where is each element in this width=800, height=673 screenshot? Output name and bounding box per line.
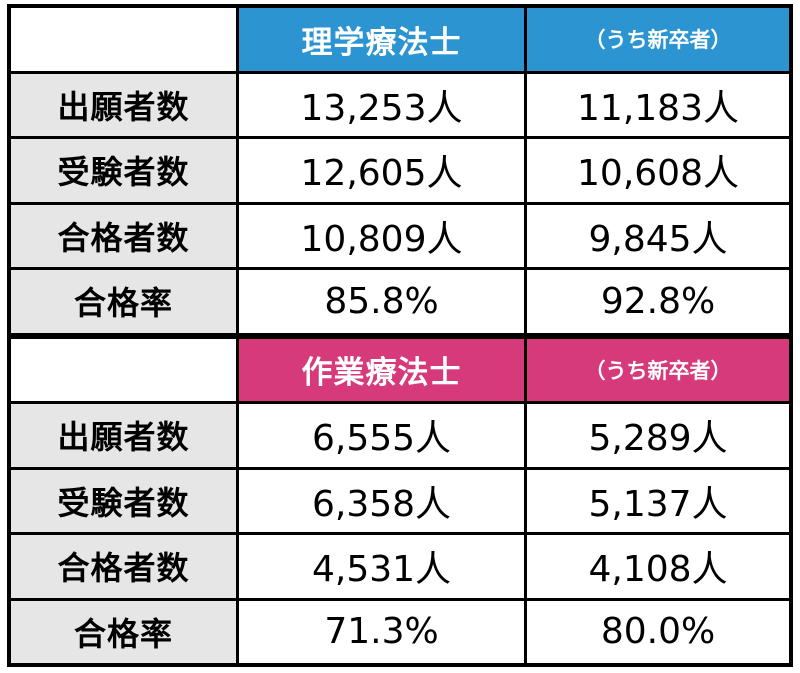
header-corner-cell <box>11 8 239 74</box>
row-label: 出願者数 <box>11 404 239 470</box>
total-value: 12,605人 <box>239 139 527 205</box>
new-grad-value: 5,137人 <box>527 469 789 536</box>
section-header-row: 作業療法士 （うち新卒者） <box>11 338 789 405</box>
table-row: 合格者数 10,809人 9,845人 <box>11 204 789 270</box>
row-label: 受験者数 <box>11 139 239 205</box>
new-grad-value: 5,289人 <box>527 404 789 470</box>
section-header-row: 理学療法士 （うち新卒者） <box>11 8 789 74</box>
section-subtitle: （うち新卒者） <box>527 8 789 74</box>
new-grad-value: 11,183人 <box>527 73 789 139</box>
section-title: 理学療法士 <box>239 8 527 74</box>
section-title: 作業療法士 <box>239 338 527 405</box>
total-value: 71.3% <box>239 600 527 663</box>
total-value: 6,555人 <box>239 404 527 470</box>
total-value: 6,358人 <box>239 469 527 536</box>
table-row: 受験者数 12,605人 10,608人 <box>11 139 789 205</box>
row-label: 合格率 <box>11 270 239 339</box>
table-row: 出願者数 6,555人 5,289人 <box>11 404 789 470</box>
table-row: 合格率 71.3% 80.0% <box>11 600 789 663</box>
row-label: 合格率 <box>11 600 239 663</box>
new-grad-value: 10,608人 <box>527 139 789 205</box>
row-label: 出願者数 <box>11 73 239 139</box>
total-value: 4,531人 <box>239 535 527 601</box>
new-grad-value: 92.8% <box>527 270 789 339</box>
total-value: 13,253人 <box>239 73 527 139</box>
total-value: 85.8% <box>239 270 527 339</box>
row-label: 合格者数 <box>11 535 239 601</box>
table-row: 受験者数 6,358人 5,137人 <box>11 469 789 536</box>
row-label: 受験者数 <box>11 469 239 536</box>
stats-table-frame: 理学療法士 （うち新卒者） 出願者数 13,253人 11,183人 受験者数 … <box>7 4 793 667</box>
exam-results-table: 理学療法士 （うち新卒者） 出願者数 13,253人 11,183人 受験者数 … <box>11 8 789 663</box>
table-row: 合格率 85.8% 92.8% <box>11 270 789 339</box>
table-row: 出願者数 13,253人 11,183人 <box>11 73 789 139</box>
new-grad-value: 4,108人 <box>527 535 789 601</box>
table-row: 合格者数 4,531人 4,108人 <box>11 535 789 601</box>
total-value: 10,809人 <box>239 204 527 270</box>
header-corner-cell <box>11 338 239 405</box>
new-grad-value: 9,845人 <box>527 204 789 270</box>
row-label: 合格者数 <box>11 204 239 270</box>
section-subtitle: （うち新卒者） <box>527 338 789 405</box>
new-grad-value: 80.0% <box>527 600 789 663</box>
